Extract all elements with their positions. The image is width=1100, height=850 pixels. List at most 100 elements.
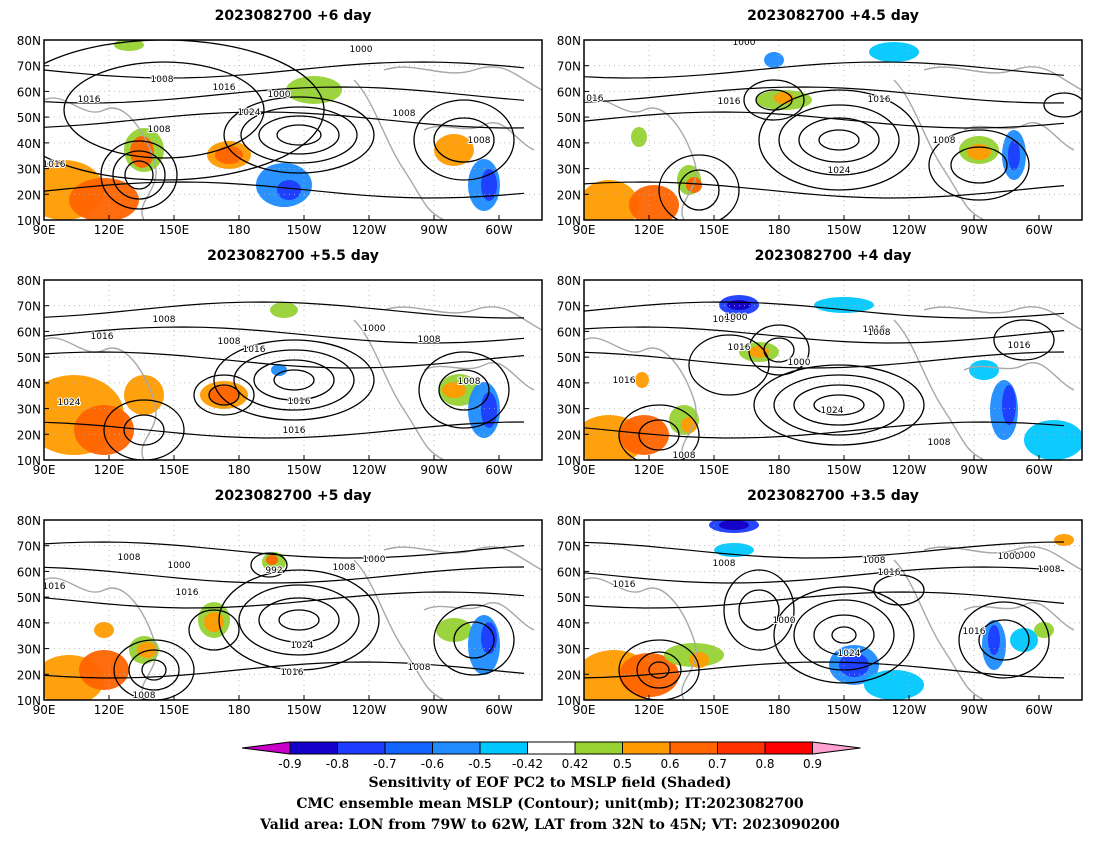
- coastline: [584, 337, 697, 460]
- lat-tick-label: 70N: [557, 540, 581, 554]
- coastline: [893, 79, 985, 220]
- lat-tick-label: 30N: [17, 163, 41, 177]
- contour-label: 1008: [218, 337, 241, 347]
- mslp-contour: [240, 106, 358, 164]
- lat-tick-label: 60N: [17, 85, 41, 99]
- lon-tick-label: 180: [768, 223, 791, 237]
- mslp-contour: [978, 619, 1030, 661]
- lon-tick-label: 120E: [634, 463, 665, 477]
- map-panel: 1000 1016 1016 1016 1024 1008 2023082700 +4.5 …: [557, 8, 1083, 237]
- mslp-contour: [584, 326, 1065, 344]
- colorbar-label: -0.42: [512, 757, 543, 771]
- lon-tick-label: 60W: [1025, 223, 1052, 237]
- mslp-contour: [773, 586, 915, 684]
- colorbar-label: 0.8: [755, 757, 774, 771]
- lon-tick-label: 120W: [892, 223, 927, 237]
- mslp-contour: [123, 414, 165, 446]
- coastline: [44, 97, 157, 220]
- panel-frame: [43, 519, 543, 701]
- contour-label: 1000: [363, 555, 386, 565]
- contour-label: 1000: [350, 45, 373, 55]
- mslp-contour: [44, 421, 525, 439]
- contour-label: 1000: [733, 38, 756, 48]
- lat-tick-label: 80N: [557, 514, 581, 528]
- mslp-contour: [636, 651, 682, 689]
- contour-label: 1008: [933, 136, 956, 146]
- colorbar-segment: [622, 741, 671, 755]
- coastline: [353, 79, 445, 220]
- lon-tick-label: 90E: [573, 463, 596, 477]
- lat-tick-label: 60N: [557, 85, 581, 99]
- lon-tick-label: 60W: [1025, 703, 1052, 717]
- sensitivity-shading: [266, 555, 278, 565]
- sensitivity-shading: [434, 134, 474, 166]
- panel-title: 2023082700 +5 day: [215, 488, 372, 504]
- coastline: [893, 319, 985, 460]
- colorbar-label: -0.7: [373, 757, 396, 771]
- sensitivity-shading: [629, 185, 679, 220]
- mslp-contour: [723, 569, 795, 651]
- mslp-contour: [438, 369, 490, 411]
- lat-tick-label: 40N: [17, 137, 41, 151]
- mslp-contour: [584, 591, 1065, 609]
- mslp-contour: [584, 301, 1065, 319]
- sensitivity-shading: [681, 417, 697, 433]
- colorbar-label: 0.42: [562, 757, 589, 771]
- lon-tick-label: 150E: [159, 463, 190, 477]
- panel-title: 2023082700 +4 day: [755, 248, 912, 264]
- contour-label: 1016: [863, 325, 886, 335]
- lon-tick-label: 150W: [827, 463, 862, 477]
- lat-tick-label: 10N: [17, 454, 41, 468]
- mslp-contour: [44, 111, 525, 129]
- sensitivity-shading: [94, 622, 114, 638]
- mslp-contour: [63, 61, 265, 159]
- contour-label: 1016: [281, 668, 304, 678]
- mslp-contour: [213, 339, 375, 421]
- lat-tick-label: 70N: [557, 300, 581, 314]
- contour-label: 1016: [43, 160, 66, 170]
- colorbar-label: 0.9: [803, 757, 822, 771]
- lat-tick-label: 50N: [17, 591, 41, 605]
- lat-tick-label: 40N: [17, 617, 41, 631]
- lon-tick-label: 120E: [94, 223, 125, 237]
- mslp-contour: [688, 334, 770, 396]
- lat-tick-label: 30N: [17, 643, 41, 657]
- coastline: [44, 577, 157, 700]
- colorbar-label: -0.6: [421, 757, 444, 771]
- colorbar-label: 0.5: [613, 757, 632, 771]
- mslp-contour: [584, 181, 1065, 199]
- contour-label: 1008: [673, 451, 696, 461]
- colorbar-segment: [717, 741, 766, 755]
- contour-label: 1008: [418, 335, 441, 345]
- lon-tick-label: 150W: [827, 703, 862, 717]
- colorbar-segment: [337, 741, 386, 755]
- contour-label: 1016: [78, 95, 101, 105]
- mslp-contour: [584, 351, 1065, 369]
- mslp-contour: [658, 154, 740, 220]
- lat-tick-label: 30N: [17, 403, 41, 417]
- lon-tick-label: 120W: [352, 223, 387, 237]
- coastline: [963, 122, 1075, 151]
- lat-tick-label: 20N: [557, 428, 581, 442]
- lat-tick-label: 10N: [17, 694, 41, 708]
- sensitivity-shading: [277, 180, 301, 200]
- mslp-contour: [738, 589, 780, 631]
- sensitivity-shading: [442, 382, 466, 398]
- mslp-contour: [44, 591, 525, 609]
- lat-tick-label: 40N: [17, 377, 41, 391]
- mslp-contour: [44, 566, 525, 584]
- mslp-contour: [993, 319, 1055, 361]
- mslp-contour: [743, 79, 805, 121]
- lat-tick-label: 20N: [17, 428, 41, 442]
- mslp-contour: [453, 621, 495, 659]
- mslp-contour: [755, 89, 793, 111]
- panel-title: 2023082700 +6 day: [215, 8, 372, 24]
- mslp-contour: [238, 584, 360, 656]
- lon-tick-label: 60W: [485, 223, 512, 237]
- lon-tick-label: 90E: [33, 703, 56, 717]
- colorbar-segment: [574, 741, 623, 755]
- lat-tick-label: 30N: [557, 403, 581, 417]
- contour-label: 1016: [728, 343, 751, 353]
- lat-tick-label: 60N: [557, 325, 581, 339]
